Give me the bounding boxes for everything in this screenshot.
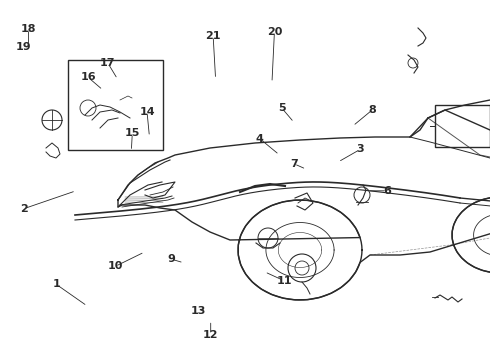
Text: 5: 5 [278,103,286,113]
Text: 21: 21 [205,31,221,41]
Text: 4: 4 [256,134,264,144]
Text: 15: 15 [124,128,140,138]
Text: 12: 12 [203,330,219,340]
Text: 9: 9 [168,254,175,264]
Text: 20: 20 [267,27,282,37]
Bar [68,60,163,150]
Text: 1: 1 [52,279,60,289]
Text: 3: 3 [356,144,364,154]
Text: 6: 6 [383,186,391,196]
Text: 13: 13 [191,306,206,316]
Text: 7: 7 [290,159,298,169]
Text: 16: 16 [80,72,96,82]
Text: 19: 19 [16,42,31,52]
Text: 17: 17 [100,58,116,68]
Text: 10: 10 [107,261,123,271]
Text: 2: 2 [20,204,27,214]
Text: 11: 11 [276,276,292,286]
Bar [435,105,490,147]
Text: 14: 14 [139,107,155,117]
Text: 18: 18 [21,24,36,34]
Text: 8: 8 [368,105,376,115]
